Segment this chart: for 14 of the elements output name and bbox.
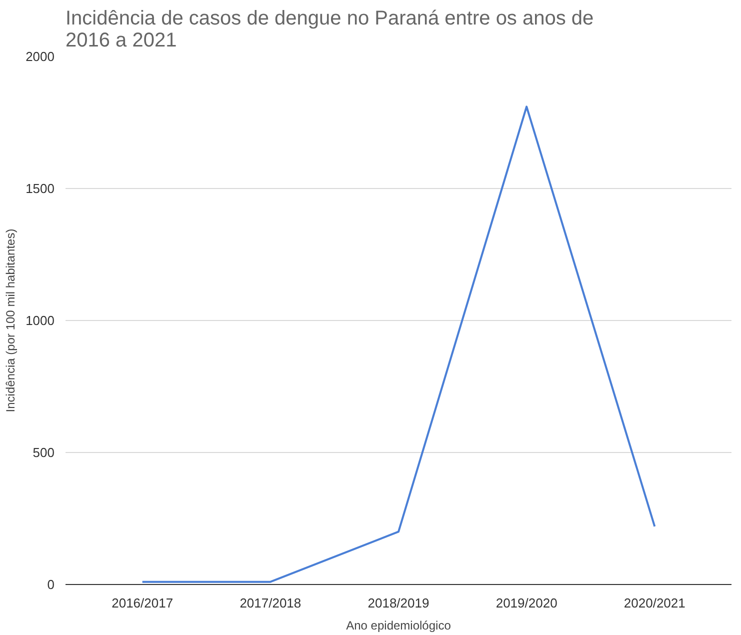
line-series [141,106,656,583]
x-tick-label: 2018/2019 [368,596,430,610]
y-tick-label: 500 [32,445,55,460]
y-axis-title: Incidência (por 100 mil habitantes) [4,228,18,412]
x-tick-label: 2017/2018 [240,596,302,610]
x-tick-label: 2016/2017 [112,596,174,610]
y-tick-label: 2000 [26,49,54,64]
x-axis-title: Ano epidemiológico [346,618,452,632]
y-tick-label: 1500 [26,181,54,196]
y-tick-label: 0 [47,577,55,592]
y-tick-label: 1000 [26,313,54,328]
x-tick-label: 2019/2020 [496,596,558,610]
chart-title: Incidência de casos de dengue no Paraná entre os anos de 2016 a 2021 [66,8,594,52]
x-tick-label: 2020/2021 [624,596,686,610]
